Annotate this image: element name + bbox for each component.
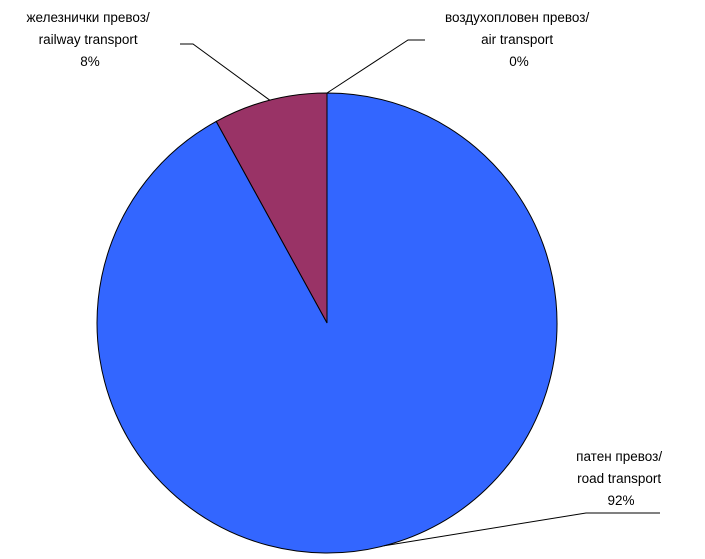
label-road-percent: 92% — [607, 493, 634, 508]
pie-slice-railway — [215, 92, 328, 324]
label-road-line-1: патен превоз/ — [576, 449, 662, 464]
pie-slices — [96, 92, 558, 554]
label-railway-line-2: railway transport — [39, 32, 138, 47]
label-railway-percent: 8% — [80, 54, 100, 69]
label-road-line-2: road transport — [577, 471, 661, 486]
label-air-percent: 0% — [509, 54, 529, 69]
pie-slice-road — [96, 92, 558, 554]
data-label-road: патен превоз/ road transport 92% — [576, 449, 666, 508]
leader-lines — [180, 39, 660, 547]
label-air-line-1: воздухопловен превоз/ — [445, 10, 589, 25]
data-label-railway: железнички превоз/ railway transport 8% — [26, 10, 153, 69]
data-labels: патен превоз/ road transport 92% железни… — [26, 10, 666, 508]
leader-line-railway — [180, 43, 271, 101]
label-air-line-2: air transport — [481, 32, 553, 47]
leader-line-road — [384, 512, 660, 547]
label-railway-line-1: железнички превоз/ — [26, 10, 149, 25]
data-label-air: воздухопловен превоз/ air transport 0% — [445, 10, 593, 69]
leader-line-air — [326, 39, 425, 94]
